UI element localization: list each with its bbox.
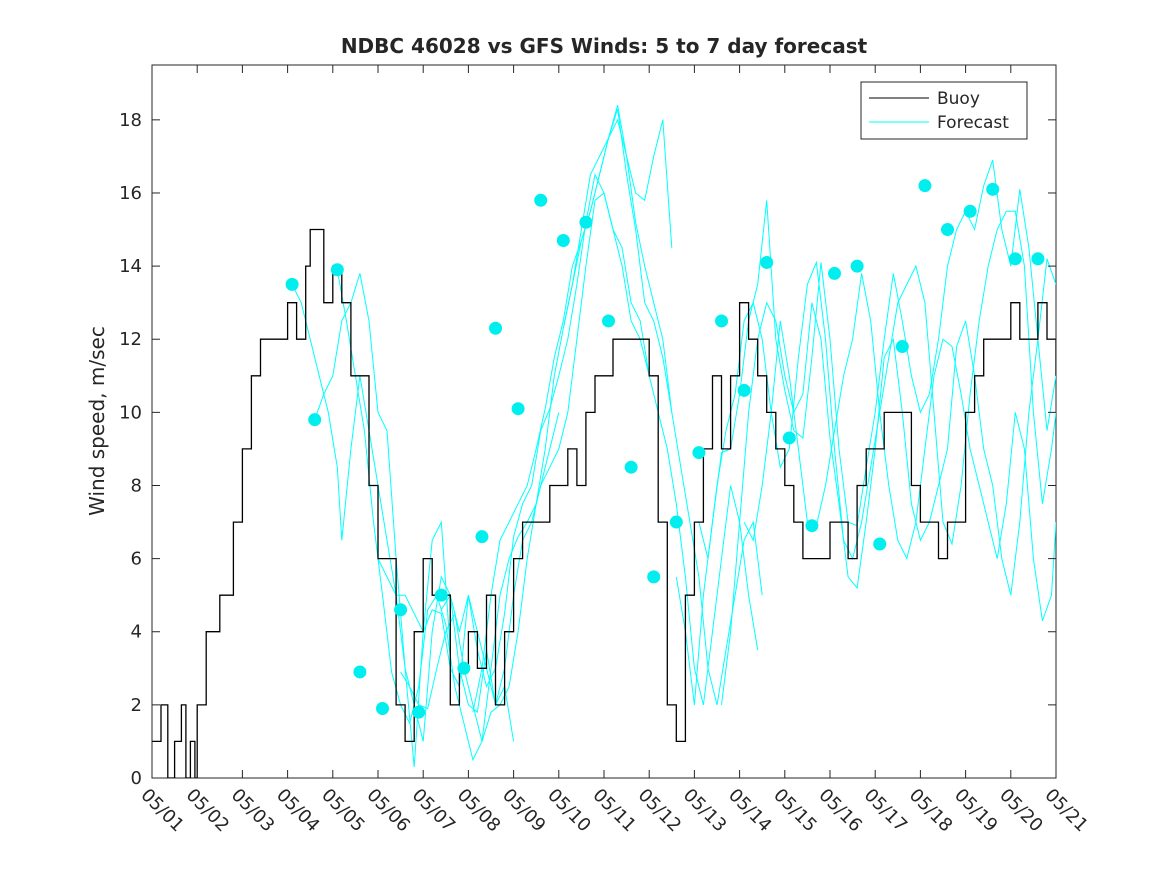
y-axis-label: Wind speed, m/sec — [85, 326, 109, 516]
y-tick-label: 0 — [131, 768, 142, 789]
y-tick-label: 18 — [119, 110, 142, 131]
forecast-marker — [873, 537, 887, 551]
forecast-marker — [760, 255, 774, 269]
forecast-marker — [692, 446, 706, 460]
forecast-marker — [986, 182, 1000, 196]
forecast-marker — [434, 588, 448, 602]
y-tick-label: 16 — [119, 183, 142, 204]
legend-buoy-label: Buoy — [937, 89, 980, 109]
forecast-marker — [511, 402, 525, 416]
forecast-marker — [1031, 252, 1045, 266]
y-tick-label: 12 — [119, 329, 142, 350]
forecast-line-12 — [743, 273, 1056, 621]
legend-box — [860, 81, 1028, 140]
forecast-marker — [737, 383, 751, 397]
forecast-marker — [534, 193, 548, 207]
forecast-marker — [412, 705, 426, 719]
forecast-marker — [828, 266, 842, 280]
forecast-line-6 — [440, 173, 759, 706]
forecast-marker — [457, 661, 471, 675]
forecast-line-8 — [562, 118, 673, 329]
forecast-marker — [963, 204, 977, 218]
forecast-line-7 — [472, 108, 763, 713]
forecast-marker — [805, 519, 819, 533]
y-tick-label: 14 — [119, 256, 142, 277]
forecast-marker — [1008, 252, 1022, 266]
plot-area — [151, 64, 1057, 779]
legend: Buoy Forecast — [860, 81, 1028, 140]
forecast-marker — [850, 259, 864, 273]
chart-title: NDBC 46028 vs GFS Winds: 5 to 7 day fore… — [341, 34, 868, 58]
forecast-marker — [782, 431, 796, 445]
forecast-marker — [715, 314, 729, 328]
forecast-marker — [489, 321, 503, 335]
forecast-marker — [602, 314, 616, 328]
forecast-marker — [308, 413, 322, 427]
forecast-marker — [353, 665, 367, 679]
y-tick-label: 8 — [131, 475, 142, 496]
y-tick-label: 2 — [131, 695, 142, 716]
forecast-marker — [669, 515, 683, 529]
forecast-marker — [285, 277, 299, 291]
forecast-marker — [918, 179, 932, 193]
forecast-marker — [624, 460, 638, 474]
forecast-line-11 — [721, 258, 1056, 705]
forecast-marker — [941, 223, 955, 237]
forecast-marker — [579, 215, 593, 229]
buoy-line — [152, 228, 1056, 778]
y-tick-label: 6 — [131, 549, 142, 570]
forecast-marker — [330, 263, 344, 277]
y-tick-label: 4 — [131, 622, 142, 643]
forecast-marker — [376, 702, 390, 716]
forecast-marker — [556, 234, 570, 248]
forecast-marker — [394, 603, 408, 617]
y-tick-label: 10 — [119, 402, 142, 423]
forecast-marker — [895, 340, 909, 354]
legend-forecast-label: Forecast — [937, 113, 1009, 133]
series-layer — [152, 105, 1056, 778]
forecast-marker — [647, 570, 661, 584]
forecast-marker — [475, 530, 489, 544]
